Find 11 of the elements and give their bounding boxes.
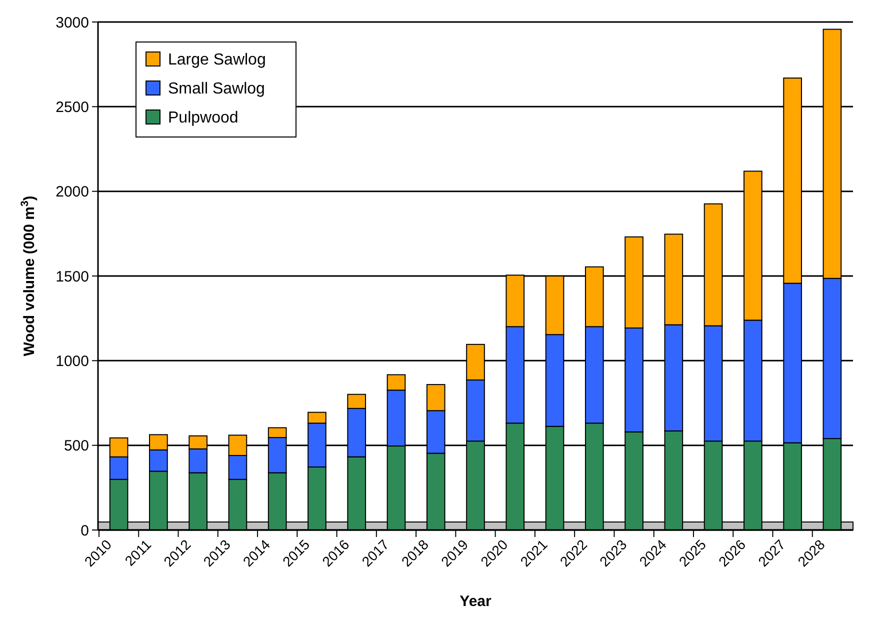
legend-label: Large Sawlog — [168, 52, 266, 69]
y-tick-label: 2000 — [56, 184, 89, 201]
y-tick-label: 2500 — [56, 98, 89, 116]
x-axis-title: Year — [460, 593, 492, 610]
y-tick-label: 1500 — [56, 268, 89, 286]
y-tick-label: 1000 — [56, 352, 89, 370]
legend-label: Small Sawlog — [168, 80, 265, 98]
y-tick-label: 0 — [80, 522, 89, 540]
legend-label: Pulpwood — [168, 110, 238, 127]
y-tick-label: 3000 — [56, 14, 89, 32]
y-tick-label: 500 — [64, 438, 89, 455]
